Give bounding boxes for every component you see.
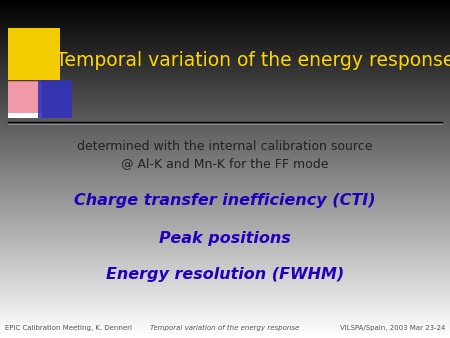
Text: Temporal variation of the energy response: Temporal variation of the energy respons… [150, 325, 300, 331]
Text: EPIC Calibration Meeting, K. Dennerl: EPIC Calibration Meeting, K. Dennerl [5, 325, 132, 331]
Text: determined with the internal calibration source: determined with the internal calibration… [77, 140, 373, 152]
Text: Peak positions: Peak positions [159, 231, 291, 245]
Bar [8, 28, 60, 80]
Text: Charge transfer inefficiency (CTI): Charge transfer inefficiency (CTI) [74, 193, 376, 209]
Text: Temporal variation of the energy response: Temporal variation of the energy respons… [56, 50, 450, 70]
Text: @ Al-K and Mn-K for the FF mode: @ Al-K and Mn-K for the FF mode [121, 158, 329, 170]
Bar [8, 82, 42, 118]
Bar [8, 81, 42, 113]
Bar [38, 80, 72, 118]
Text: Energy resolution (FWHM): Energy resolution (FWHM) [106, 267, 344, 283]
Text: VILSPA/Spain, 2003 Mar 23-24: VILSPA/Spain, 2003 Mar 23-24 [340, 325, 445, 331]
